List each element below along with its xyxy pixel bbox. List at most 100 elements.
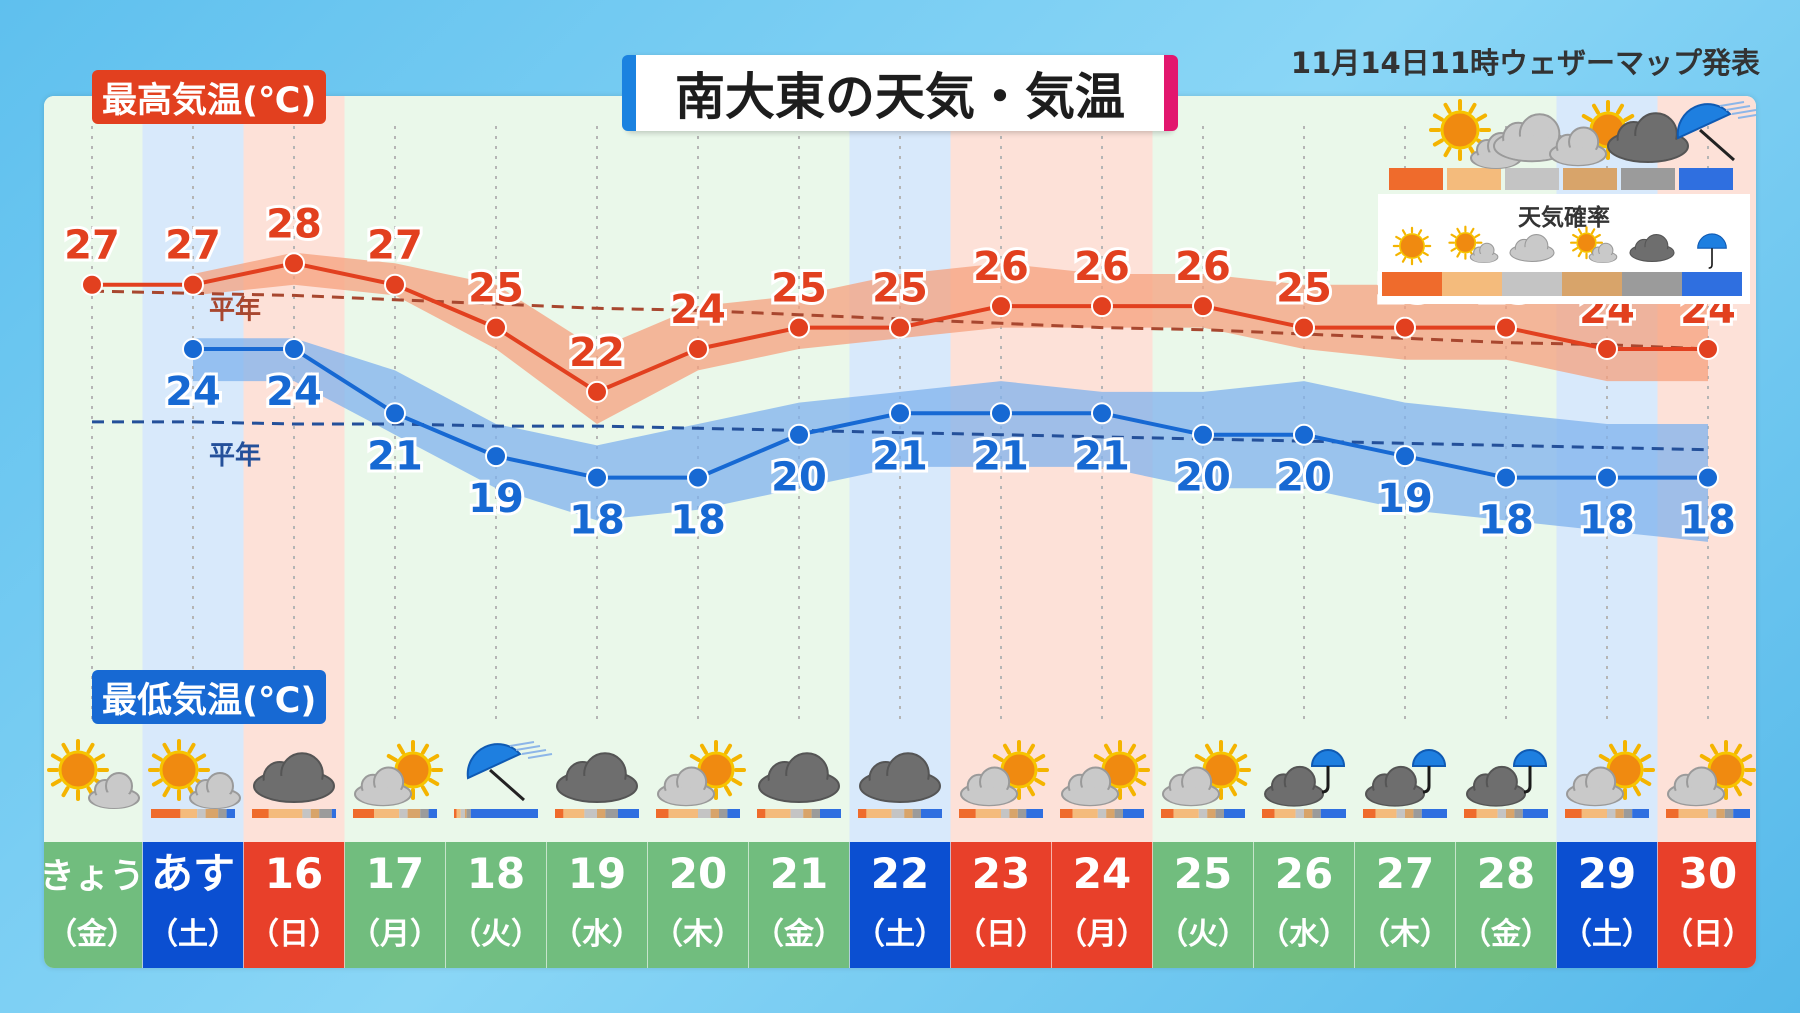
cloud-fill [1268,786,1320,806]
probability-segment [205,809,219,818]
probability-segment [1421,809,1447,818]
legend-swatch [1505,168,1559,190]
chart-panel: 平年平年272728272522242525262626252525242424… [44,96,1756,968]
low-temp-point [1697,466,1719,489]
high-temp-point [1293,316,1315,339]
high-temperature-tag: 最高気温(℃) [92,70,327,124]
sun-ray [731,754,743,762]
low-temp-value-label: 21 [367,433,423,479]
date-cell [1556,842,1658,968]
high-temp-point [182,273,204,296]
probability-segment [555,809,564,818]
probability-segment [975,809,1001,818]
cloud-fill [1570,787,1620,805]
umbrella-canopy [1310,749,1346,767]
sun-ray [195,753,207,762]
sun-ray [162,742,171,754]
sun-ray [1450,247,1457,252]
sun-ray [1734,785,1742,797]
cloud-fill [1631,246,1673,261]
probability-segment [790,809,804,818]
date-label: あす [151,849,235,898]
cloud-fill [1511,246,1553,261]
cloud-fill [92,792,136,808]
probability-segment [1363,809,1376,818]
cloud-fill [1472,253,1497,263]
day-of-week-label: （土） [1562,917,1652,952]
date-label: 27 [1376,849,1434,898]
low-normal-line [92,420,1709,452]
probability-segment [460,809,465,818]
rain-cloud-icon [1264,749,1346,807]
sun-ray [50,753,62,762]
sun-ray [428,778,440,786]
sun-ray [1594,233,1601,239]
low-temp-point [182,338,204,360]
day-of-week-label: （金） [754,917,844,952]
probability-segment [1724,809,1734,818]
date-cell [1455,842,1557,968]
sun-ray [1616,103,1624,115]
cloudy-sunny-icon [657,740,746,807]
sun-ray [1093,754,1105,762]
legend-swatch [1389,168,1443,190]
cloud-fill [863,775,937,801]
probability-segment [470,809,538,818]
sun-ray [1623,114,1635,122]
probability-segment [727,809,740,818]
sunny-cloudy-icon [1448,225,1499,264]
sun-ray [1468,102,1477,114]
overcast-icon [1607,112,1689,163]
sun-ray [1710,743,1718,755]
date-cell [344,842,446,968]
low-temp-value-label: 20 [1175,455,1231,501]
date-label: きょう [44,857,145,897]
legend-svg [1382,225,1742,296]
cloud-fill [193,792,237,808]
sun-ray [1236,754,1248,762]
sun-ray [1581,114,1593,122]
date-label: 16 [265,849,323,898]
legend-swatch [1502,272,1562,296]
probability-segment [1198,809,1208,818]
probability-segment [464,809,467,818]
high-temp-range-band [193,252,1708,424]
probability-segment [1476,809,1498,818]
sun-ray [1128,785,1136,797]
sunny-cloudy-icon [47,739,140,809]
sun-ray [50,778,62,787]
cloudy-sunny-icon [1162,740,1251,807]
probability-segment [820,809,841,818]
high-temp-value-label: 27 [64,223,120,269]
sun-ray [1572,233,1579,239]
date-cell [546,842,648,968]
probability-segment [1581,809,1607,818]
date-label: 19 [568,849,626,898]
probability-segment [1623,809,1633,818]
probability-segment [1295,809,1304,818]
high-temp-value-label: 24 [670,287,726,333]
overcast-icon [758,752,840,803]
probability-segment [1304,809,1313,818]
low-temp-value-label: 20 [771,455,827,501]
probability-segment [921,809,942,818]
probability-segment [1678,809,1708,818]
cloud-fill [1611,135,1685,161]
umbrella-canopy [1676,103,1732,140]
cloudy-sunny-icon [1566,740,1655,807]
low-temp-range-band [193,338,1708,542]
date-cell [1051,842,1153,968]
low-temp-point [1495,466,1517,489]
probability-segment [1506,809,1515,818]
probability-segment [218,809,227,818]
umbrella-handle [489,768,525,802]
high-temp-value-label: 26 [1074,244,1130,290]
sun-ray [1476,113,1488,122]
probability-segment [1565,809,1582,818]
date-label: 28 [1477,849,1535,898]
title-accent-right [1164,55,1178,131]
cloud-fill [1590,253,1616,263]
probability-segment [656,809,669,818]
sun-ray [724,785,732,797]
sunny-icon [1392,226,1432,266]
